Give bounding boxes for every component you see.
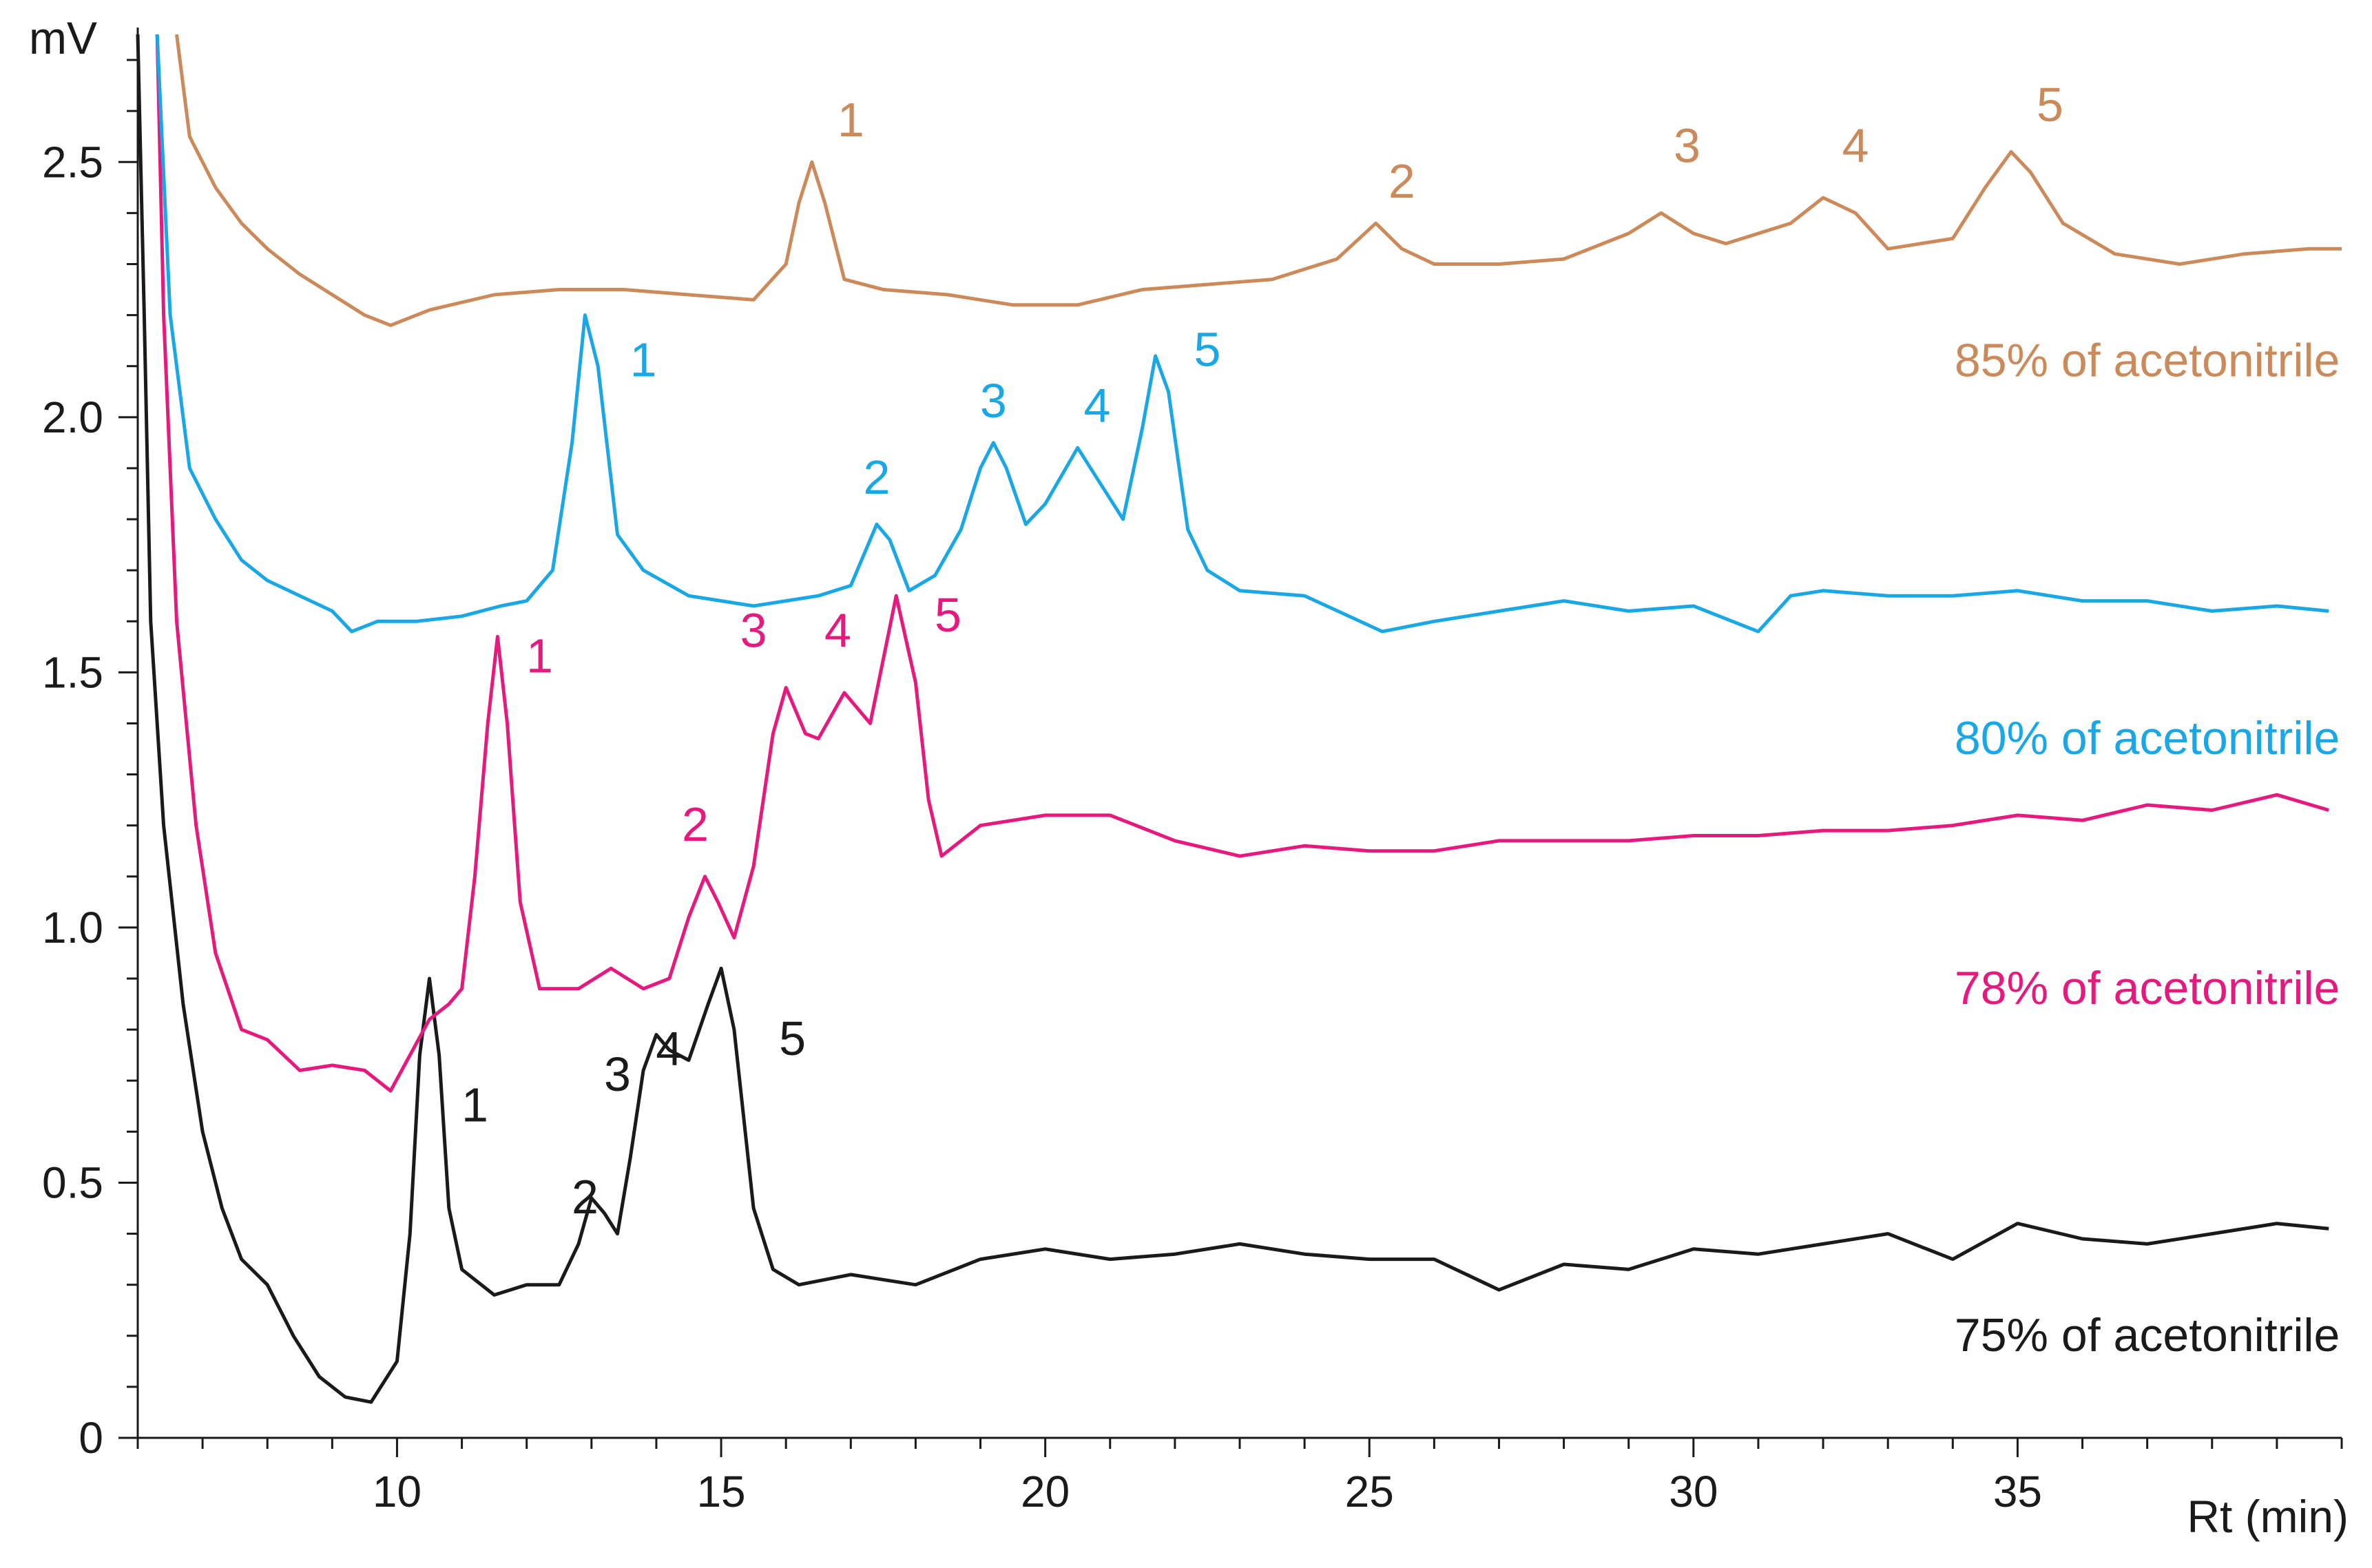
peak-label: 4 <box>824 603 851 657</box>
peak-label: 5 <box>1194 323 1220 377</box>
peak-label: 1 <box>461 1078 488 1132</box>
series-label: 80% of acetonitrile <box>1955 712 2340 764</box>
peak-label: 1 <box>838 93 864 147</box>
x-axis-label: Rt (min) <box>2187 1491 2349 1542</box>
x-tick-label: 15 <box>696 1467 745 1516</box>
peak-label: 2 <box>863 450 890 504</box>
x-tick-label: 10 <box>373 1467 422 1516</box>
y-tick-label: 2.0 <box>42 393 103 442</box>
peak-label: 3 <box>604 1047 631 1101</box>
y-axis-label: mV <box>29 12 97 63</box>
y-tick-label: 1.5 <box>42 647 103 697</box>
peak-label: 5 <box>2037 78 2063 132</box>
peak-label: 2 <box>682 797 709 851</box>
series-label: 85% of acetonitrile <box>1955 335 2340 387</box>
x-tick-label: 20 <box>1021 1467 1070 1516</box>
series-label: 75% of acetonitrile <box>1955 1309 2340 1361</box>
x-tick-label: 25 <box>1345 1467 1394 1516</box>
peak-label: 5 <box>935 588 961 642</box>
y-tick-label: 2.5 <box>42 137 103 187</box>
series-line <box>155 34 2329 634</box>
series-line <box>155 34 2329 1093</box>
x-tick-label: 35 <box>1993 1467 2042 1516</box>
peak-label: 2 <box>572 1170 599 1224</box>
series-line <box>136 34 2329 1404</box>
peak-label: 4 <box>656 1022 683 1076</box>
peak-label: 2 <box>1388 154 1415 208</box>
peak-label: 3 <box>980 374 1007 428</box>
series-line <box>175 34 2342 327</box>
series-label: 78% of acetonitrile <box>1955 962 2340 1014</box>
peak-label: 4 <box>1083 379 1110 432</box>
peak-label: 1 <box>526 629 553 682</box>
y-tick-label: 1.0 <box>42 903 103 952</box>
x-tick-label: 30 <box>1669 1467 1718 1516</box>
peak-label: 5 <box>779 1012 806 1065</box>
peak-label: 3 <box>1674 118 1700 172</box>
series-layer <box>136 34 2342 1404</box>
y-tick-label: 0 <box>79 1413 103 1463</box>
peak-label: 1 <box>630 333 657 387</box>
y-tick-label: 0.5 <box>42 1158 103 1207</box>
peak-label: 3 <box>740 603 767 657</box>
peak-label: 4 <box>1842 118 1869 172</box>
